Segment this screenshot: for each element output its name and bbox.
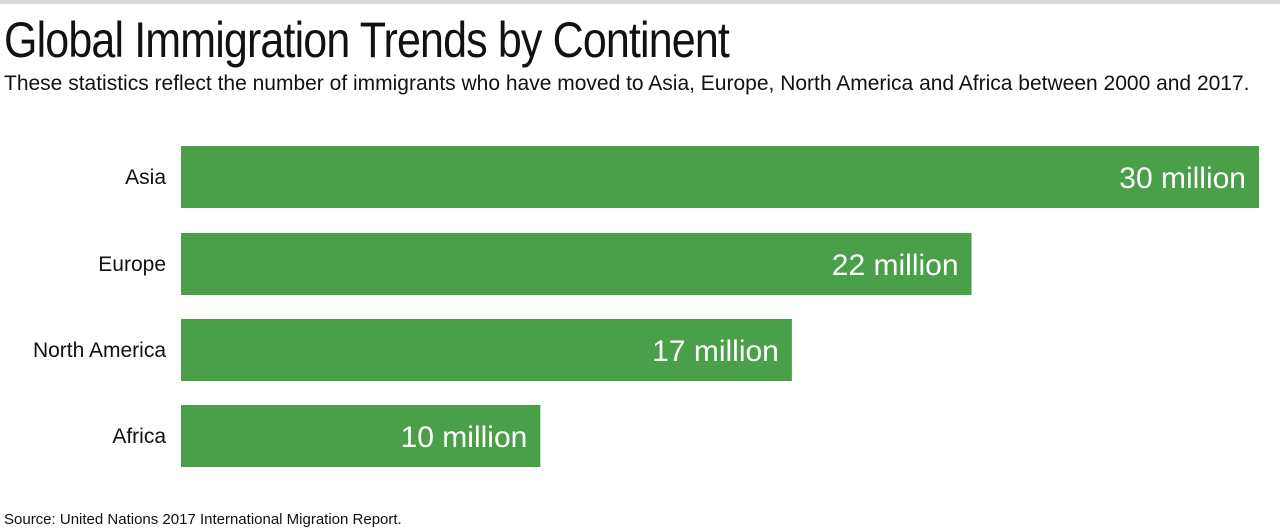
category-label-asia: Asia: [125, 166, 166, 189]
bar-africa: [181, 405, 541, 467]
source-note: Source: United Nations 2017 Internationa…: [4, 511, 402, 528]
bar-north-america: [181, 319, 792, 381]
bar-row-asia: Asia 30 million: [125, 146, 1259, 208]
value-label-africa: 10 million: [401, 421, 528, 454]
category-label-north-america: North America: [33, 339, 166, 362]
bar-asia: [181, 146, 1259, 208]
bar-row-europe: Europe 22 million: [98, 233, 972, 295]
bar-chart: Asia 30 million Europe 22 million North Amer…: [33, 146, 1259, 467]
bar-row-africa: Africa 10 million: [112, 405, 541, 467]
chart-subtitle: These statistics reflect the number of i…: [4, 72, 1250, 95]
bar-row-north-america: North America 17 million: [33, 319, 792, 381]
top-rule: [0, 0, 1280, 4]
value-label-asia: 30 million: [1119, 162, 1246, 195]
chart-title: Global Immigration Trends by Continent: [4, 12, 730, 68]
category-label-europe: Europe: [98, 253, 166, 276]
value-label-europe: 22 million: [832, 249, 959, 282]
value-label-north-america: 17 million: [652, 335, 779, 368]
category-label-africa: Africa: [112, 425, 166, 448]
bar-europe: [181, 233, 972, 295]
